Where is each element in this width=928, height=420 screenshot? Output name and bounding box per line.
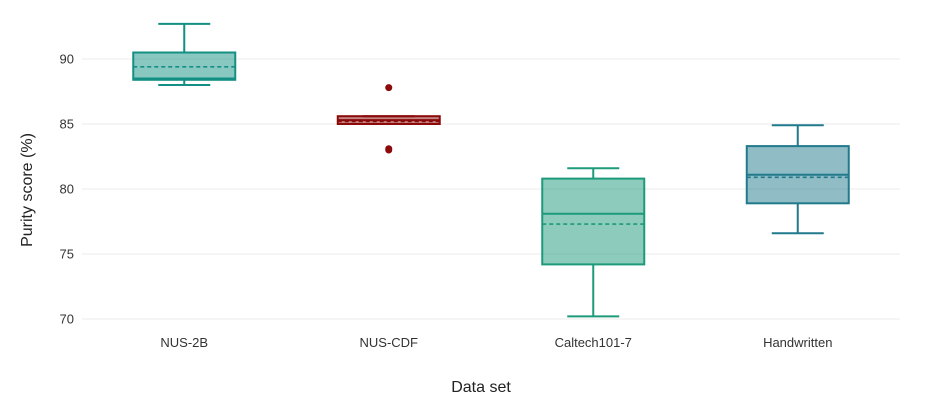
y-axis-title: Purity score (%) [19, 133, 36, 247]
boxes [132, 22, 850, 318]
y-tick-label-80: 80 [60, 182, 74, 197]
x-axis: NUS-2B NUS-CDF Caltech101-7 Handwritten [160, 335, 832, 350]
box-group-nus-2b [132, 22, 237, 86]
y-tick-label-85: 85 [60, 117, 74, 132]
y-axis: 70 75 80 85 90 [60, 52, 74, 327]
x-tick-label-caltech101-7: Caltech101-7 [555, 335, 632, 350]
x-tick-label-nus-cdf: NUS-CDF [360, 335, 419, 350]
x-axis-title: Data set [451, 379, 511, 396]
x-tick-label-nus-2b: NUS-2B [160, 335, 208, 350]
outlier-point-1 [385, 84, 393, 92]
box-group-caltech101-7 [541, 167, 646, 318]
x-tick-label-handwritten: Handwritten [763, 335, 832, 350]
y-tick-label-75: 75 [60, 247, 74, 262]
y-tick-label-70: 70 [60, 312, 74, 327]
outlier-point-3 [385, 146, 393, 154]
y-tick-label-90: 90 [60, 52, 74, 67]
box [541, 177, 646, 266]
box-group-handwritten [745, 124, 850, 235]
box-group-nus-cdf [336, 84, 441, 154]
